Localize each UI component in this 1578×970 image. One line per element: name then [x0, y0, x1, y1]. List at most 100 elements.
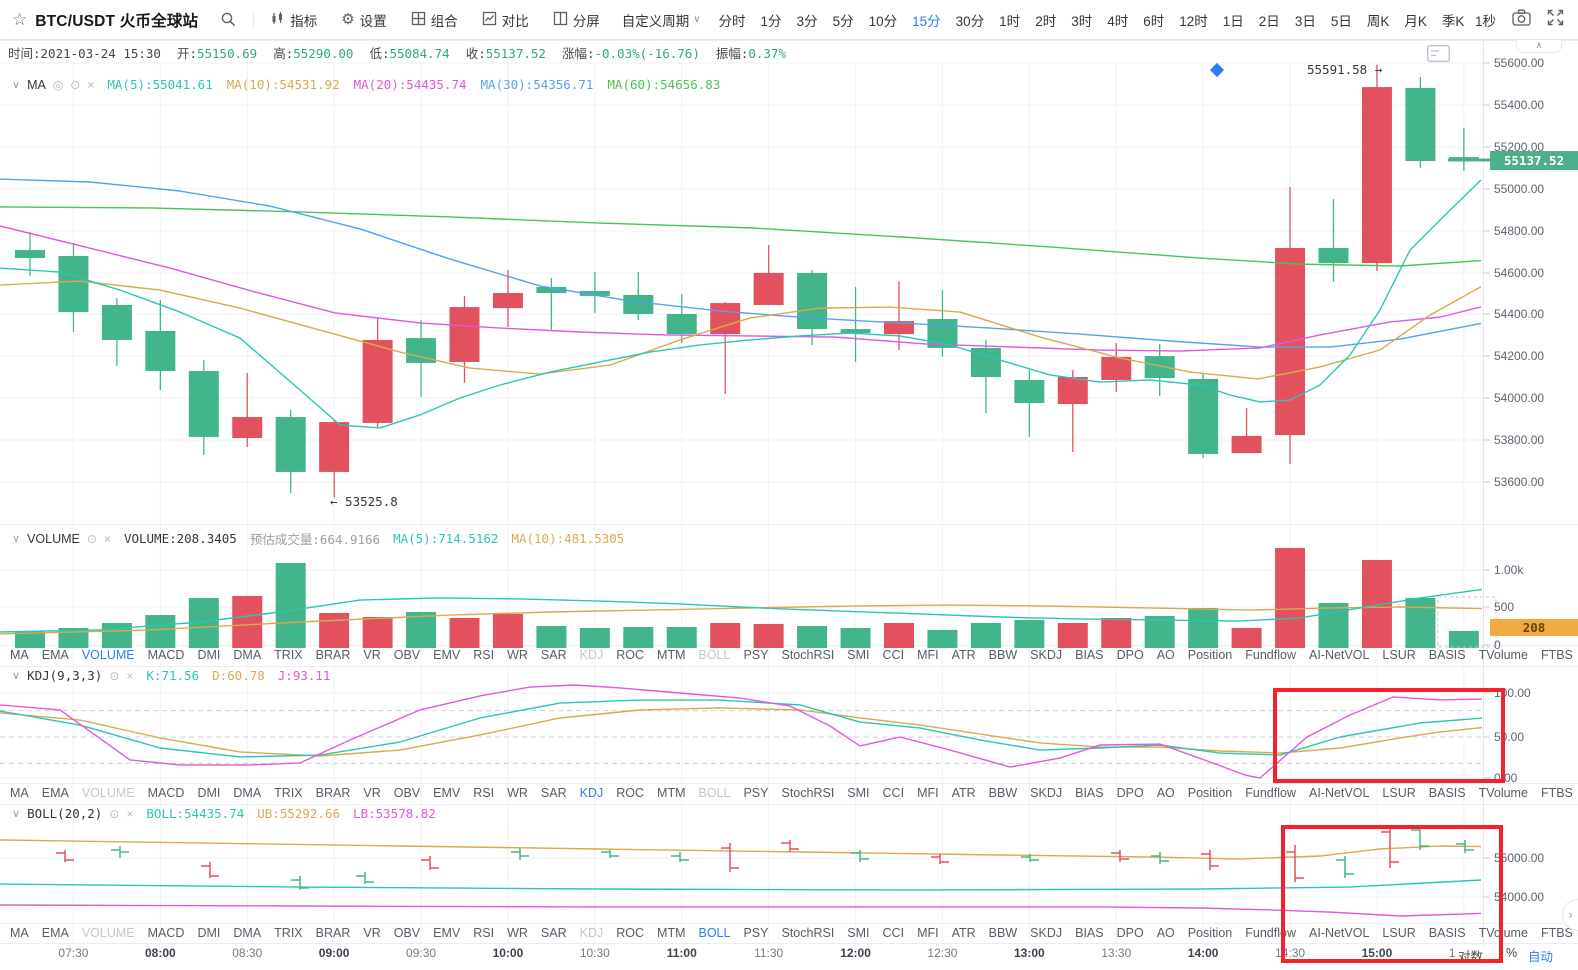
indicator-tab-tvolume[interactable]: TVolume: [1478, 648, 1528, 662]
indicator-tab-macd[interactable]: MACD: [147, 926, 185, 940]
gear-icon[interactable]: ⊙: [109, 668, 120, 683]
indicator-tab-mtm[interactable]: MTM: [657, 648, 686, 662]
indicator-tab-ao[interactable]: AO: [1156, 926, 1175, 940]
indicator-tab-emv[interactable]: EMV: [433, 786, 461, 800]
period-tab-1分[interactable]: 1分: [760, 13, 782, 29]
period-tab-分时[interactable]: 分时: [718, 13, 746, 29]
indicator-tab-smi[interactable]: SMI: [847, 786, 870, 800]
gear-icon[interactable]: ⊙: [70, 77, 81, 92]
period-tab-月K[interactable]: 月K: [1404, 13, 1427, 29]
indicator-tab-atr[interactable]: ATR: [951, 786, 976, 800]
close-icon[interactable]: ×: [126, 668, 134, 683]
indicator-tab-sar[interactable]: SAR: [540, 648, 567, 662]
indicator-tab-cci[interactable]: CCI: [882, 926, 905, 940]
indicator-tab-wr[interactable]: WR: [507, 926, 528, 940]
close-icon[interactable]: ×: [103, 531, 111, 546]
indicator-tab-basis[interactable]: BASIS: [1428, 786, 1466, 800]
indicator-tab-stochrsi[interactable]: StochRSI: [781, 786, 835, 800]
indicator-tab-fundflow[interactable]: Fundflow: [1245, 926, 1296, 940]
indicator-tab-bbw[interactable]: BBW: [988, 926, 1018, 940]
indicator-tab-fundflow[interactable]: Fundflow: [1245, 648, 1296, 662]
order-panel-icon[interactable]: [1427, 45, 1450, 67]
indicator-tab-bbw[interactable]: BBW: [988, 648, 1018, 662]
indicator-tab-boll[interactable]: BOLL: [698, 786, 731, 800]
indicator-tab-wr[interactable]: WR: [507, 786, 528, 800]
indicator-tab-cci[interactable]: CCI: [882, 786, 905, 800]
period-tab-10分[interactable]: 10分: [868, 13, 898, 29]
indicator-tab-ema[interactable]: EMA: [41, 786, 69, 800]
indicator-tab-dmi[interactable]: DMI: [197, 786, 221, 800]
indicator-tab-stochrsi[interactable]: StochRSI: [781, 926, 835, 940]
indicator-tab-emv[interactable]: EMV: [433, 648, 461, 662]
indicator-tab-bbw[interactable]: BBW: [988, 786, 1018, 800]
indicator-tab-dma[interactable]: DMA: [233, 786, 262, 800]
indicator-tab-dpo[interactable]: DPO: [1116, 926, 1144, 940]
period-tab-3时[interactable]: 3时: [1071, 13, 1093, 29]
indicator-tab-ema[interactable]: EMA: [41, 648, 69, 662]
collapse-chevron-icon[interactable]: ∨: [12, 79, 21, 91]
indicator-tab-sar[interactable]: SAR: [540, 926, 567, 940]
indicator-tab-boll[interactable]: BOLL: [698, 926, 731, 940]
indicator-tab-trix[interactable]: TRIX: [274, 926, 303, 940]
indicator-tab-ai-netvol[interactable]: AI-NetVOL: [1308, 786, 1370, 800]
indicator-tab-roc[interactable]: ROC: [616, 648, 645, 662]
indicator-tab-dmi[interactable]: DMI: [197, 648, 221, 662]
indicator-tab-ao[interactable]: AO: [1156, 786, 1175, 800]
period-tab-周K[interactable]: 周K: [1366, 13, 1390, 29]
period-tab-3分[interactable]: 3分: [796, 13, 818, 29]
period-tab-2时[interactable]: 2时: [1035, 13, 1057, 29]
indicator-tab-kdj[interactable]: KDJ: [579, 926, 604, 940]
period-tab-12时[interactable]: 12时: [1179, 13, 1208, 29]
indicator-tab-mtm[interactable]: MTM: [657, 926, 686, 940]
period-tab-3日[interactable]: 3日: [1294, 13, 1316, 29]
toolbar-action-indicator[interactable]: 指标: [270, 10, 317, 30]
indicator-tab-rsi[interactable]: RSI: [473, 648, 495, 662]
indicator-tab-ai-netvol[interactable]: AI-NetVOL: [1308, 648, 1370, 662]
indicator-tab-mfi[interactable]: MFI: [917, 648, 939, 662]
indicator-tab-smi[interactable]: SMI: [847, 648, 870, 662]
toolbar-action-settings[interactable]: ⚙ 设置: [341, 11, 387, 29]
indicator-tab-dpo[interactable]: DPO: [1116, 786, 1144, 800]
indicator-tab-brar[interactable]: BRAR: [315, 648, 351, 662]
indicator-tab-dpo[interactable]: DPO: [1116, 648, 1144, 662]
gear-icon[interactable]: ⊙: [109, 806, 120, 821]
indicator-tab-vr[interactable]: VR: [363, 926, 381, 940]
gear-icon[interactable]: ⊙: [86, 531, 97, 546]
indicator-tab-atr[interactable]: ATR: [951, 648, 976, 662]
indicator-tab-mtm[interactable]: MTM: [657, 786, 686, 800]
indicator-tab-kdj[interactable]: KDJ: [579, 648, 604, 662]
indicator-tab-trix[interactable]: TRIX: [274, 786, 303, 800]
indicator-tab-volume[interactable]: VOLUME: [81, 648, 135, 662]
toolbar-action-combo[interactable]: 组合: [411, 10, 458, 30]
indicator-tab-ai-netvol[interactable]: AI-NetVOL: [1308, 926, 1370, 940]
indicator-tab-obv[interactable]: OBV: [393, 786, 421, 800]
indicator-tab-mfi[interactable]: MFI: [917, 786, 939, 800]
eye-icon[interactable]: ◎: [52, 77, 64, 92]
indicator-tab-bias[interactable]: BIAS: [1075, 926, 1104, 940]
log-scale-button[interactable]: 对数: [1456, 946, 1486, 965]
indicator-tab-roc[interactable]: ROC: [616, 926, 645, 940]
custom-period-dropdown[interactable]: 自定义周期 ∨: [622, 10, 701, 30]
indicator-tab-volume[interactable]: VOLUME: [81, 926, 135, 940]
one-second-button[interactable]: 1秒: [1474, 13, 1496, 29]
indicator-tab-psy[interactable]: PSY: [743, 926, 769, 940]
collapse-chevron-icon[interactable]: ∨: [12, 670, 21, 682]
fullscreen-icon[interactable]: [1547, 9, 1564, 31]
indicator-tab-skdj[interactable]: SKDJ: [1030, 786, 1063, 800]
indicator-tab-psy[interactable]: PSY: [743, 786, 769, 800]
toolbar-action-compare[interactable]: 对比: [482, 10, 529, 30]
indicator-tab-ma[interactable]: MA: [10, 786, 29, 800]
indicator-tab-vr[interactable]: VR: [363, 648, 381, 662]
indicator-tab-smi[interactable]: SMI: [847, 926, 870, 940]
indicator-tab-macd[interactable]: MACD: [147, 648, 185, 662]
indicator-tab-emv[interactable]: EMV: [433, 926, 461, 940]
indicator-tab-trix[interactable]: TRIX: [274, 648, 303, 662]
period-tab-季K[interactable]: 季K: [1441, 13, 1465, 29]
toolbar-action-split[interactable]: 分屏: [553, 10, 600, 30]
indicator-tab-position[interactable]: Position: [1187, 926, 1233, 940]
indicator-tab-position[interactable]: Position: [1187, 648, 1233, 662]
indicator-tab-ao[interactable]: AO: [1156, 648, 1175, 662]
indicator-tab-ma[interactable]: MA: [10, 926, 29, 940]
percent-scale-button[interactable]: %: [1506, 946, 1518, 960]
indicator-tab-fundflow[interactable]: Fundflow: [1245, 786, 1296, 800]
